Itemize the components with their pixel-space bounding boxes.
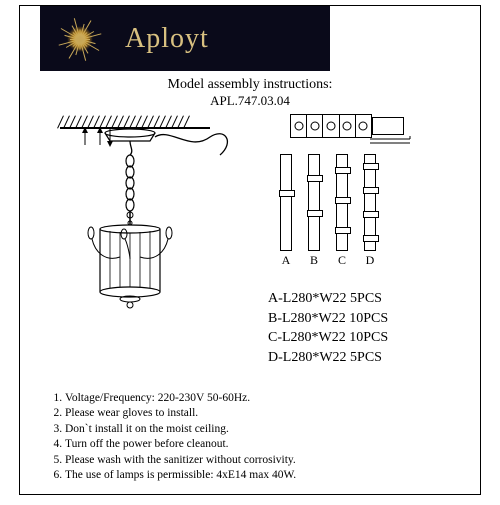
ground-box <box>372 117 404 135</box>
header-banner: Aployt <box>40 6 330 71</box>
instruction-sheet: Aployt Model assembly instructions: APL.… <box>19 5 481 495</box>
part-c: C-L280*W22 10PCS <box>268 328 388 348</box>
instruction-item: Please wear gloves to install. <box>65 406 455 422</box>
part-d: D-L280*W22 5PCS <box>268 348 388 368</box>
part-b: B-L280*W22 10PCS <box>268 309 388 329</box>
wiring-lines <box>370 136 420 151</box>
brand-logo <box>55 14 105 64</box>
instruction-item: Voltage/Frequency: 220-230V 50-60Hz. <box>65 391 455 407</box>
parts-list: A-L280*W22 5PCS B-L280*W22 10PCS C-L280*… <box>268 289 388 367</box>
chandelier-drawing <box>60 127 260 377</box>
model-number: APL.747.03.04 <box>20 93 480 109</box>
page-title: Model assembly instructions: <box>20 77 480 93</box>
part-a: A-L280*W22 5PCS <box>268 289 388 309</box>
instruction-item: The use of lamps is permissible: 4xE14 m… <box>65 468 455 484</box>
brand-name: Aployt <box>125 23 209 55</box>
instruction-item: Turn off the power before cleanout. <box>65 437 455 453</box>
instruction-item: Please wash with the sanitizer without c… <box>65 453 455 469</box>
rod-label: D <box>366 253 375 268</box>
ceiling-hatch <box>60 115 190 127</box>
instruction-list: Voltage/Frequency: 220-230V 50-60Hz. Ple… <box>45 391 455 484</box>
rod-label: C <box>338 253 346 268</box>
rod-label: B <box>310 253 318 268</box>
junction-box-diagram <box>290 114 372 138</box>
rods-diagram: A B C D <box>280 154 376 268</box>
instruction-item: Don`t install it on the moist ceiling. <box>65 422 455 438</box>
diagram-area: A B C D A-L280*W22 5PCS B-L280*W22 10PCS C-… <box>20 109 480 379</box>
rod-label: A <box>282 253 291 268</box>
